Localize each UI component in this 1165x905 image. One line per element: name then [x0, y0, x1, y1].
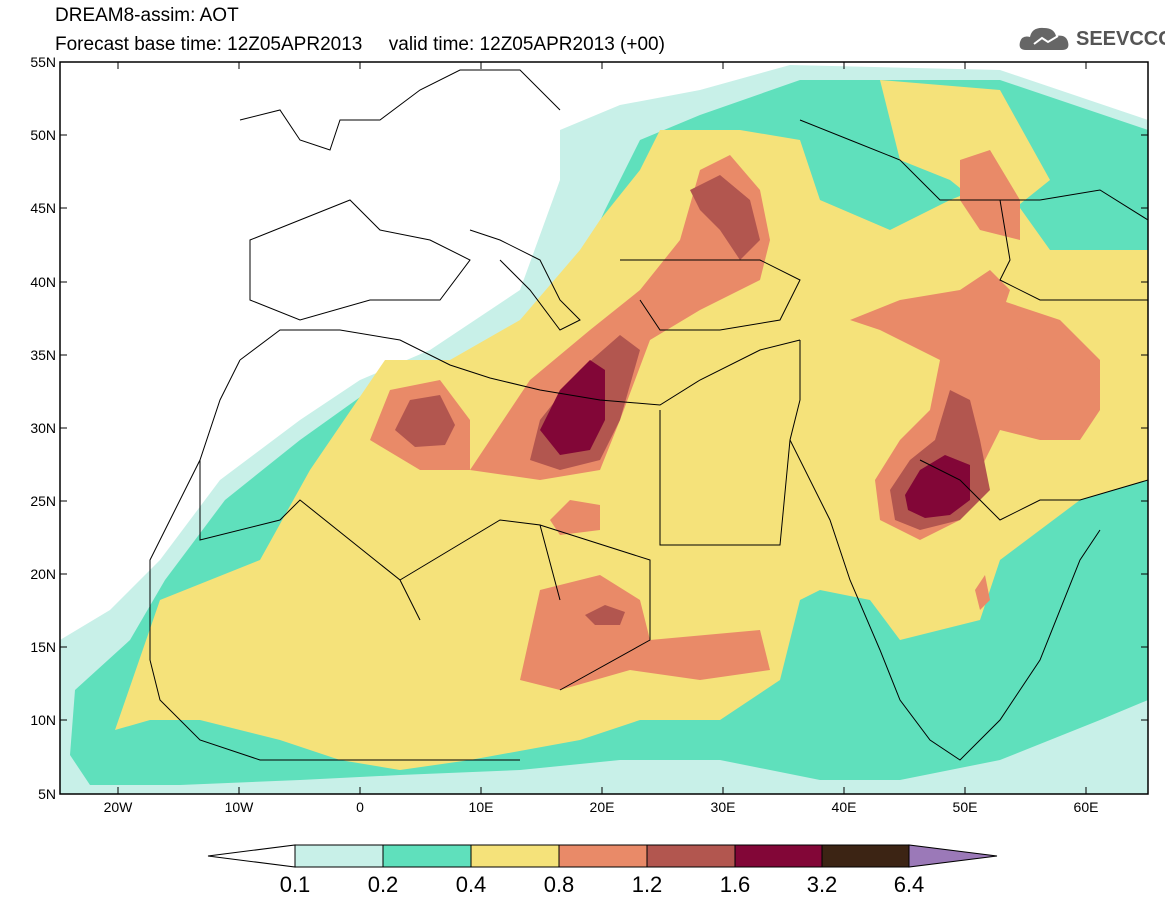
lat-label: 55N	[30, 54, 56, 70]
lon-label: 10W	[225, 799, 255, 815]
lon-label: 50E	[953, 799, 978, 815]
lat-tick: 25N	[30, 493, 1148, 509]
lat-tick: 10N	[30, 712, 1148, 728]
lat-label: 20N	[30, 566, 56, 582]
lon-tick: 20E	[590, 62, 615, 815]
colorbar-low-arrow	[207, 844, 296, 868]
colorbar-label: 1.2	[632, 872, 663, 897]
logo-text: SEEVCCC	[1076, 28, 1165, 50]
colorbar-high-arrow	[908, 844, 998, 868]
colorbar-label: 0.8	[544, 872, 575, 897]
colorbar-bin	[646, 844, 736, 868]
lon-label: 20W	[104, 799, 134, 815]
lat-tick: 5N	[38, 786, 1148, 802]
colorbar-label: 0.1	[280, 872, 311, 897]
colorbar-bin	[734, 844, 823, 868]
base-time-label: Forecast base time: 12Z05APR2013	[55, 34, 363, 55]
lon-tick: 50E	[953, 62, 978, 815]
lat-tick: 40N	[30, 274, 1148, 290]
lat-tick: 35N	[30, 347, 1148, 363]
lon-label: 30E	[711, 799, 736, 815]
map-title: DREAM8-assim: AOT	[55, 5, 239, 26]
lat-tick: 45N	[30, 200, 1148, 216]
lon-label: 40E	[832, 799, 857, 815]
lat-label: 25N	[30, 493, 56, 509]
colorbar-label: 6.4	[894, 872, 925, 897]
lon-tick: 0	[356, 62, 364, 815]
lon-label: 60E	[1074, 799, 1099, 815]
latitude-axis: 55N 50N 45N 40N 35N 30N 25N 20N 15N 10N …	[30, 54, 1148, 802]
lat-label: 10N	[30, 712, 56, 728]
lat-label: 35N	[30, 347, 56, 363]
aot-contour-field	[60, 62, 1148, 794]
lon-tick: 30E	[711, 62, 736, 815]
valid-time-label: valid time: 12Z05APR2013 (+00)	[388, 34, 665, 55]
longitude-axis: 20W 10W 0 10E 20E 30E 40E 50E 60E	[104, 62, 1099, 815]
lon-tick: 10E	[469, 62, 494, 815]
lon-tick: 20W	[104, 62, 134, 815]
colorbar: 0.1 0.2 0.4 0.8 1.2 1.6 3.2 6.4	[207, 844, 998, 897]
colorbar-label: 0.2	[368, 872, 399, 897]
colorbar-bin	[821, 844, 910, 868]
lon-label: 20E	[590, 799, 615, 815]
forecast-time-line: Forecast base time: 12Z05APR2013 valid t…	[55, 35, 665, 55]
lon-label: 10E	[469, 799, 494, 815]
lat-label: 5N	[38, 786, 56, 802]
lat-tick: 30N	[30, 420, 1148, 436]
lat-tick: 55N	[30, 54, 1148, 70]
lat-tick: 15N	[30, 639, 1148, 655]
lon-tick: 40E	[832, 62, 857, 815]
seevccc-logo: SEEVCCC	[1018, 22, 1165, 58]
coastlines	[149, 69, 1148, 761]
lat-label: 50N	[30, 127, 56, 143]
lat-label: 40N	[30, 274, 56, 290]
colorbar-label: 1.6	[720, 872, 751, 897]
colorbar-bin	[294, 844, 384, 868]
colorbar-label: 0.4	[456, 872, 487, 897]
lat-tick: 50N	[30, 127, 1148, 143]
lon-label: 0	[356, 799, 364, 815]
lon-tick: 10W	[225, 62, 255, 815]
lat-tick: 20N	[30, 566, 1148, 582]
lat-label: 30N	[30, 420, 56, 436]
colorbar-bin	[470, 844, 560, 868]
colorbar-bin	[382, 844, 472, 868]
lat-label: 45N	[30, 200, 56, 216]
cloud-icon	[1019, 27, 1069, 50]
lat-label: 15N	[30, 639, 56, 655]
colorbar-bin	[558, 844, 648, 868]
lon-tick: 60E	[1074, 62, 1099, 815]
colorbar-label: 3.2	[807, 872, 838, 897]
